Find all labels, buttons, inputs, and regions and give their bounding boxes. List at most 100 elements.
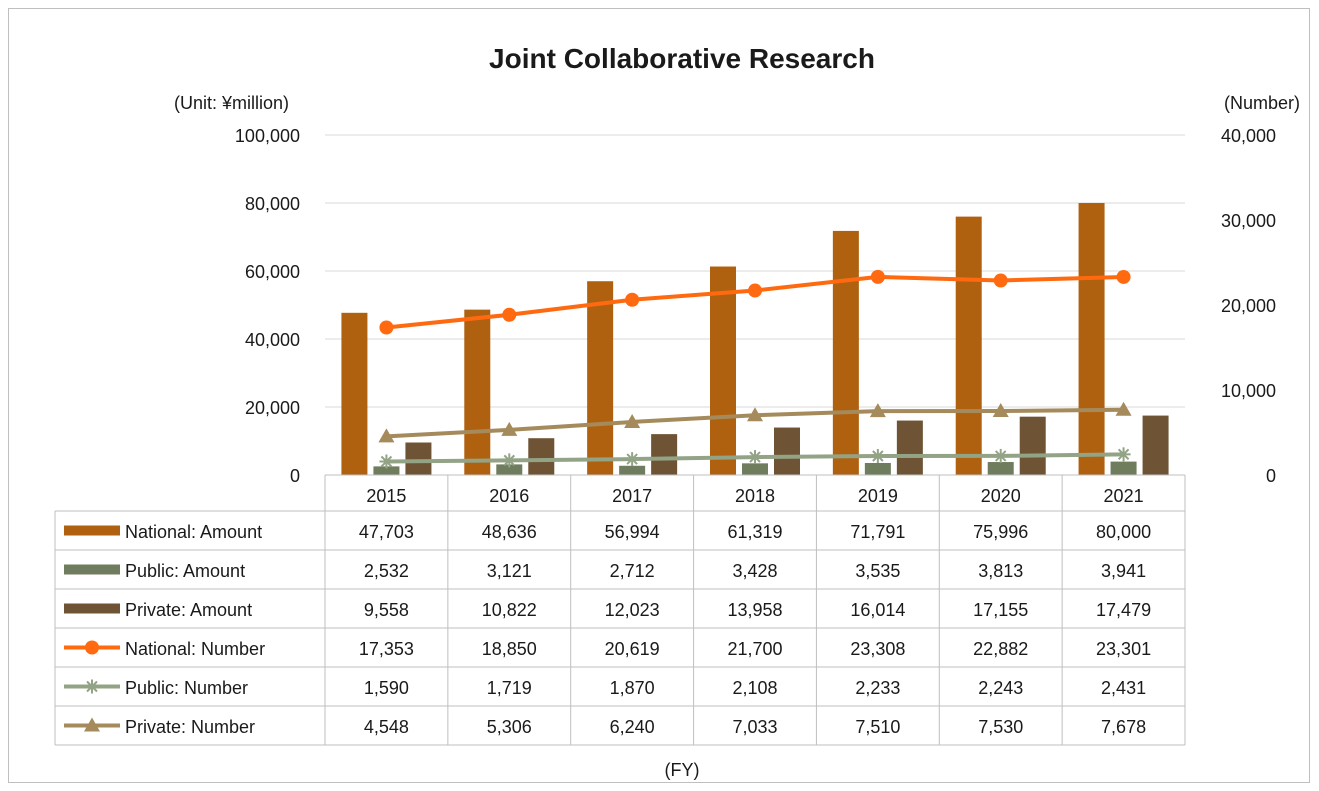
legend-key-marker [85, 640, 99, 655]
line-marker [748, 283, 762, 298]
right-axis-label: (Number) [1224, 93, 1300, 113]
left-tick-label: 20,000 [245, 398, 300, 418]
x-tick-label: 2016 [489, 486, 529, 506]
left-axis-label: (Unit: ¥million) [174, 93, 289, 113]
line-marker [869, 403, 886, 418]
bar [742, 463, 768, 475]
data-label: 47,703 [359, 522, 414, 542]
line-marker [870, 449, 885, 464]
data-label: 80,000 [1096, 522, 1151, 542]
legend-entry: National: Number [125, 639, 265, 659]
data-label: 7,510 [855, 717, 900, 737]
legend-key [64, 564, 120, 575]
data-label: 3,121 [487, 561, 532, 581]
data-label: 75,996 [973, 522, 1028, 542]
line-marker [748, 450, 762, 465]
x-tick-label: 2018 [735, 486, 775, 506]
data-label: 7,530 [978, 717, 1023, 737]
data-label: 1,870 [610, 678, 655, 698]
line-marker [379, 320, 394, 335]
bar [774, 427, 800, 475]
data-label: 3,941 [1101, 561, 1146, 581]
bar [619, 465, 646, 475]
bar [587, 281, 614, 475]
legend-key-marker [85, 679, 99, 694]
line-marker [1116, 269, 1131, 284]
x-axis-label: (FY) [665, 760, 700, 780]
data-label: 2,712 [610, 561, 655, 581]
line-marker [747, 407, 763, 422]
line-marker [502, 307, 517, 322]
data-label: 18,850 [482, 639, 537, 659]
x-tick-label: 2020 [981, 486, 1021, 506]
bar [987, 462, 1014, 475]
bar [341, 312, 368, 475]
legend-key [64, 525, 120, 536]
data-label: 23,308 [850, 639, 905, 659]
chart-title: Joint Collaborative Research [489, 43, 875, 74]
left-tick-label: 0 [290, 466, 300, 486]
legend-entry: Private: Number [125, 717, 255, 737]
data-label: 21,700 [727, 639, 782, 659]
data-label: 20,619 [605, 639, 660, 659]
data-label: 7,678 [1101, 717, 1146, 737]
data-label: 22,882 [973, 639, 1028, 659]
legend-key-marker [84, 717, 100, 732]
data-label: 7,033 [732, 717, 777, 737]
bar [651, 434, 678, 475]
bar [1142, 415, 1169, 475]
right-tick-label: 10,000 [1221, 381, 1276, 401]
line-marker [379, 454, 394, 469]
data-label: 5,306 [487, 717, 532, 737]
line-marker [625, 292, 640, 307]
right-tick-label: 0 [1266, 466, 1276, 486]
line-marker [993, 448, 1008, 463]
bar [464, 309, 491, 475]
data-label: 13,958 [727, 600, 782, 620]
data-label: 12,023 [605, 600, 660, 620]
bar [496, 464, 523, 475]
right-tick-label: 30,000 [1221, 211, 1276, 231]
line-marker [501, 421, 518, 436]
bar [1019, 416, 1046, 475]
legend-entry: National: Amount [125, 522, 262, 542]
data-label: 6,240 [610, 717, 655, 737]
data-label: 2,431 [1101, 678, 1146, 698]
left-tick-label: 60,000 [245, 262, 300, 282]
data-label: 1,590 [364, 678, 409, 698]
data-label: 17,353 [359, 639, 414, 659]
data-label: 2,532 [364, 561, 409, 581]
left-tick-label: 100,000 [235, 126, 300, 146]
legend-key [64, 603, 120, 614]
bar [864, 462, 891, 475]
data-label: 4,548 [364, 717, 409, 737]
left-tick-label: 80,000 [245, 194, 300, 214]
data-label: 10,822 [482, 600, 537, 620]
line-marker [1115, 401, 1132, 416]
legend-entry: Private: Amount [125, 600, 252, 620]
data-label: 56,994 [605, 522, 660, 542]
line-marker [625, 452, 640, 467]
bar [896, 420, 923, 475]
legend-entry: Public: Amount [125, 561, 245, 581]
line-marker [992, 402, 1009, 417]
data-label: 17,155 [973, 600, 1028, 620]
data-label: 2,233 [855, 678, 900, 698]
bar [405, 442, 432, 475]
data-label: 2,108 [732, 678, 777, 698]
data-label: 3,535 [855, 561, 900, 581]
data-label: 48,636 [482, 522, 537, 542]
line-marker [1116, 447, 1131, 462]
right-tick-label: 40,000 [1221, 126, 1276, 146]
bar [832, 230, 859, 475]
data-label: 2,243 [978, 678, 1023, 698]
x-tick-label: 2019 [858, 486, 898, 506]
right-tick-label: 20,000 [1221, 296, 1276, 316]
data-label: 9,558 [364, 600, 409, 620]
bar [528, 438, 555, 475]
data-label: 1,719 [487, 678, 532, 698]
bar [1078, 203, 1105, 475]
data-label: 3,813 [978, 561, 1023, 581]
data-label: 16,014 [850, 600, 905, 620]
data-label: 71,791 [850, 522, 905, 542]
